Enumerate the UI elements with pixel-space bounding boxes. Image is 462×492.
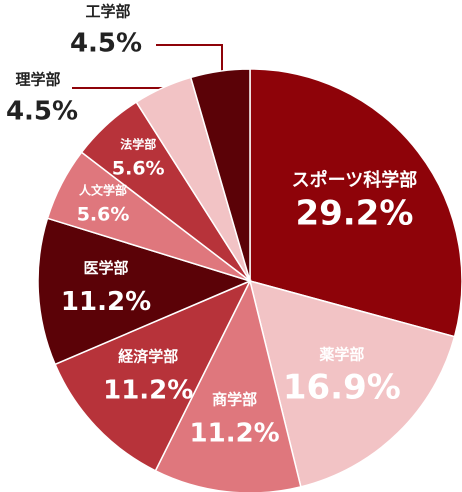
value-label: 11.2% [190, 419, 280, 449]
value-label: 16.9% [283, 368, 401, 408]
slice-label: 理学部 [15, 71, 60, 89]
slice-label: 薬学部 [318, 346, 364, 364]
value-label: 5.6% [112, 158, 165, 180]
value-label: 29.2% [295, 194, 413, 234]
value-label: 4.5% [70, 29, 142, 59]
value-label: 11.2% [61, 287, 151, 317]
slice-label: 法学部 [120, 137, 156, 152]
pie-slice [54, 279, 252, 472]
slice-label: 商学部 [212, 391, 257, 409]
slice-label: スポーツ科学部 [292, 169, 418, 191]
pie-slice [248, 279, 456, 488]
value-label: 11.2% [103, 376, 193, 406]
slice-label: 医学部 [84, 259, 129, 277]
pie-slice [189, 68, 251, 282]
slice-label: 工学部 [85, 3, 130, 21]
slice-label: 経済学部 [118, 348, 178, 366]
slice-label: 人文学部 [79, 183, 127, 198]
value-label: 4.5% [6, 97, 78, 127]
pie-slice [37, 217, 253, 366]
leader-line [156, 44, 223, 76]
value-label: 5.6% [77, 204, 130, 226]
